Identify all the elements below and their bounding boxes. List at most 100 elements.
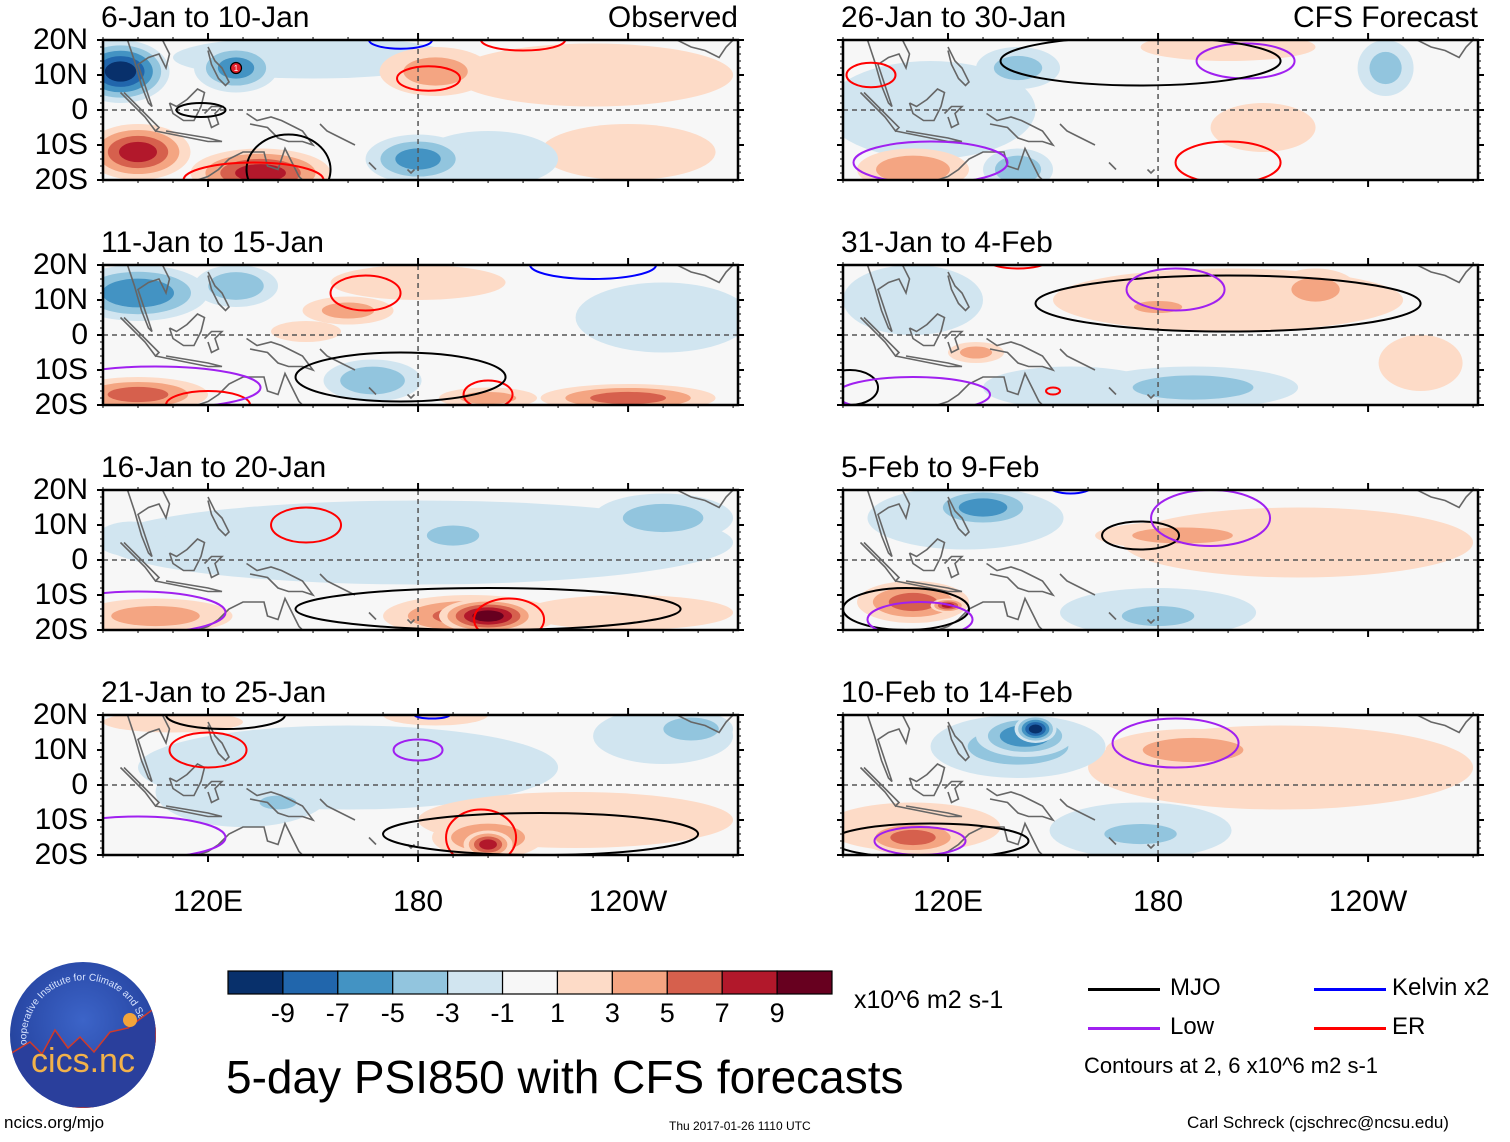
coastline [859,541,901,583]
positive-anomaly [540,124,716,180]
positive-anomaly [959,346,993,359]
positive-anomaly [590,391,667,405]
contour-mjo [1101,520,1181,551]
logo-text: cics.nc [31,1042,135,1080]
negative-anomaly [103,278,175,308]
colorbar-tick-label: 9 [769,998,785,1028]
legend-line-low [1088,1027,1160,1030]
coastline [1416,40,1474,59]
contour-er [1045,386,1062,396]
coastline [947,721,970,762]
coastline [207,271,230,312]
coastline [207,721,230,762]
coastline [406,393,416,400]
lat-tick-label: 0 [71,543,88,576]
map-panel [97,708,744,862]
positive-anomaly [1378,335,1463,391]
coastline [947,496,970,537]
lat-tick-label: 0 [71,318,88,351]
coastline [155,580,223,593]
panel-title: 21-Jan to 25-Jan [101,676,327,709]
map-panel: 1 [97,33,744,187]
contour-er [329,274,402,312]
legend-label-mjo: MJO [1170,974,1221,1001]
positive-anomaly [1291,277,1340,302]
legend-line-kelvin [1314,988,1386,991]
coastline [934,371,1044,405]
coastline [126,265,171,333]
positive-anomaly [118,141,158,163]
coastline [119,316,161,358]
coastline [155,355,223,368]
contour-low [1150,490,1272,547]
map-panel [97,483,744,637]
coastline [368,386,377,396]
positive-anomaly [383,715,489,726]
coastline [203,105,224,129]
legend-label-kelvin: Kelvin x2 [1392,974,1490,1001]
website-link[interactable]: ncics.org/mjo [4,1113,105,1132]
coastline [947,271,970,312]
coastline [1416,715,1474,734]
contour-er [165,390,252,405]
coastline [676,715,734,734]
coastline [943,105,964,129]
panel-title: 26-Jan to 30-Jan [841,1,1067,34]
contour-mjo [245,133,332,180]
lat-tick-label: 10S [34,353,88,386]
positive-anomaly [321,302,375,319]
map-panel [837,708,1484,862]
coastline [319,798,356,821]
coastline [908,763,946,797]
negative-anomaly [208,272,264,300]
legend-label-low: Low [1170,1013,1215,1040]
lat-tick-label: 10N [32,508,88,541]
positive-anomaly [890,829,936,846]
coastline [908,313,946,347]
colorbar-bin [337,970,394,995]
coastline [168,763,206,797]
contour-low [392,738,444,762]
coastline [866,715,911,783]
contour-er [845,61,897,89]
coastline [859,316,901,358]
contour-mjo [294,587,682,630]
author-credit: Carl Schreck (cjschrec@ncsu.edu) [1187,1113,1449,1132]
contour-kelvin-x2 [1050,490,1091,495]
lat-tick-label: 0 [71,93,88,126]
colorbar-tick-label: 3 [604,998,620,1028]
colorbar-tick-label: 7 [714,998,730,1028]
lat-tick-label: 10N [32,733,88,766]
coastline [246,337,316,372]
negative-anomaly [103,521,166,557]
coastline [155,805,223,818]
coastline [246,562,316,597]
lat-tick-label: 0 [71,768,88,801]
lon-tick-label: 180 [1133,885,1184,918]
coastline [1108,161,1117,171]
contour-low [103,815,227,855]
contour-mjo [294,351,507,403]
logo-mountain-icon: Cooperative Institute for Climate and Sa… [10,962,156,1108]
coastline [859,766,901,808]
colorbar-bin [776,970,833,995]
colorbar [227,970,833,995]
lat-tick-label: 20N [32,698,88,731]
coastline [319,348,356,371]
contour-er [1174,140,1282,180]
coastline [676,490,734,509]
colorbar-bin [447,970,504,995]
colorbar-tick-label: 1 [549,998,565,1028]
negative-anomaly [622,503,704,533]
contour-mjo [1034,274,1422,333]
colorbar-tick-label: -1 [490,998,515,1028]
colorbar-bin [666,970,723,995]
coastline [203,330,224,354]
coastline [126,490,171,558]
coastline [1416,490,1474,509]
lat-tick-label: 20S [34,388,88,421]
coastline [934,821,1044,855]
column-tag-observed: Observed [607,1,738,34]
tropical-cyclone-label: 1 [234,64,239,73]
lat-tick-label: 20S [34,613,88,646]
